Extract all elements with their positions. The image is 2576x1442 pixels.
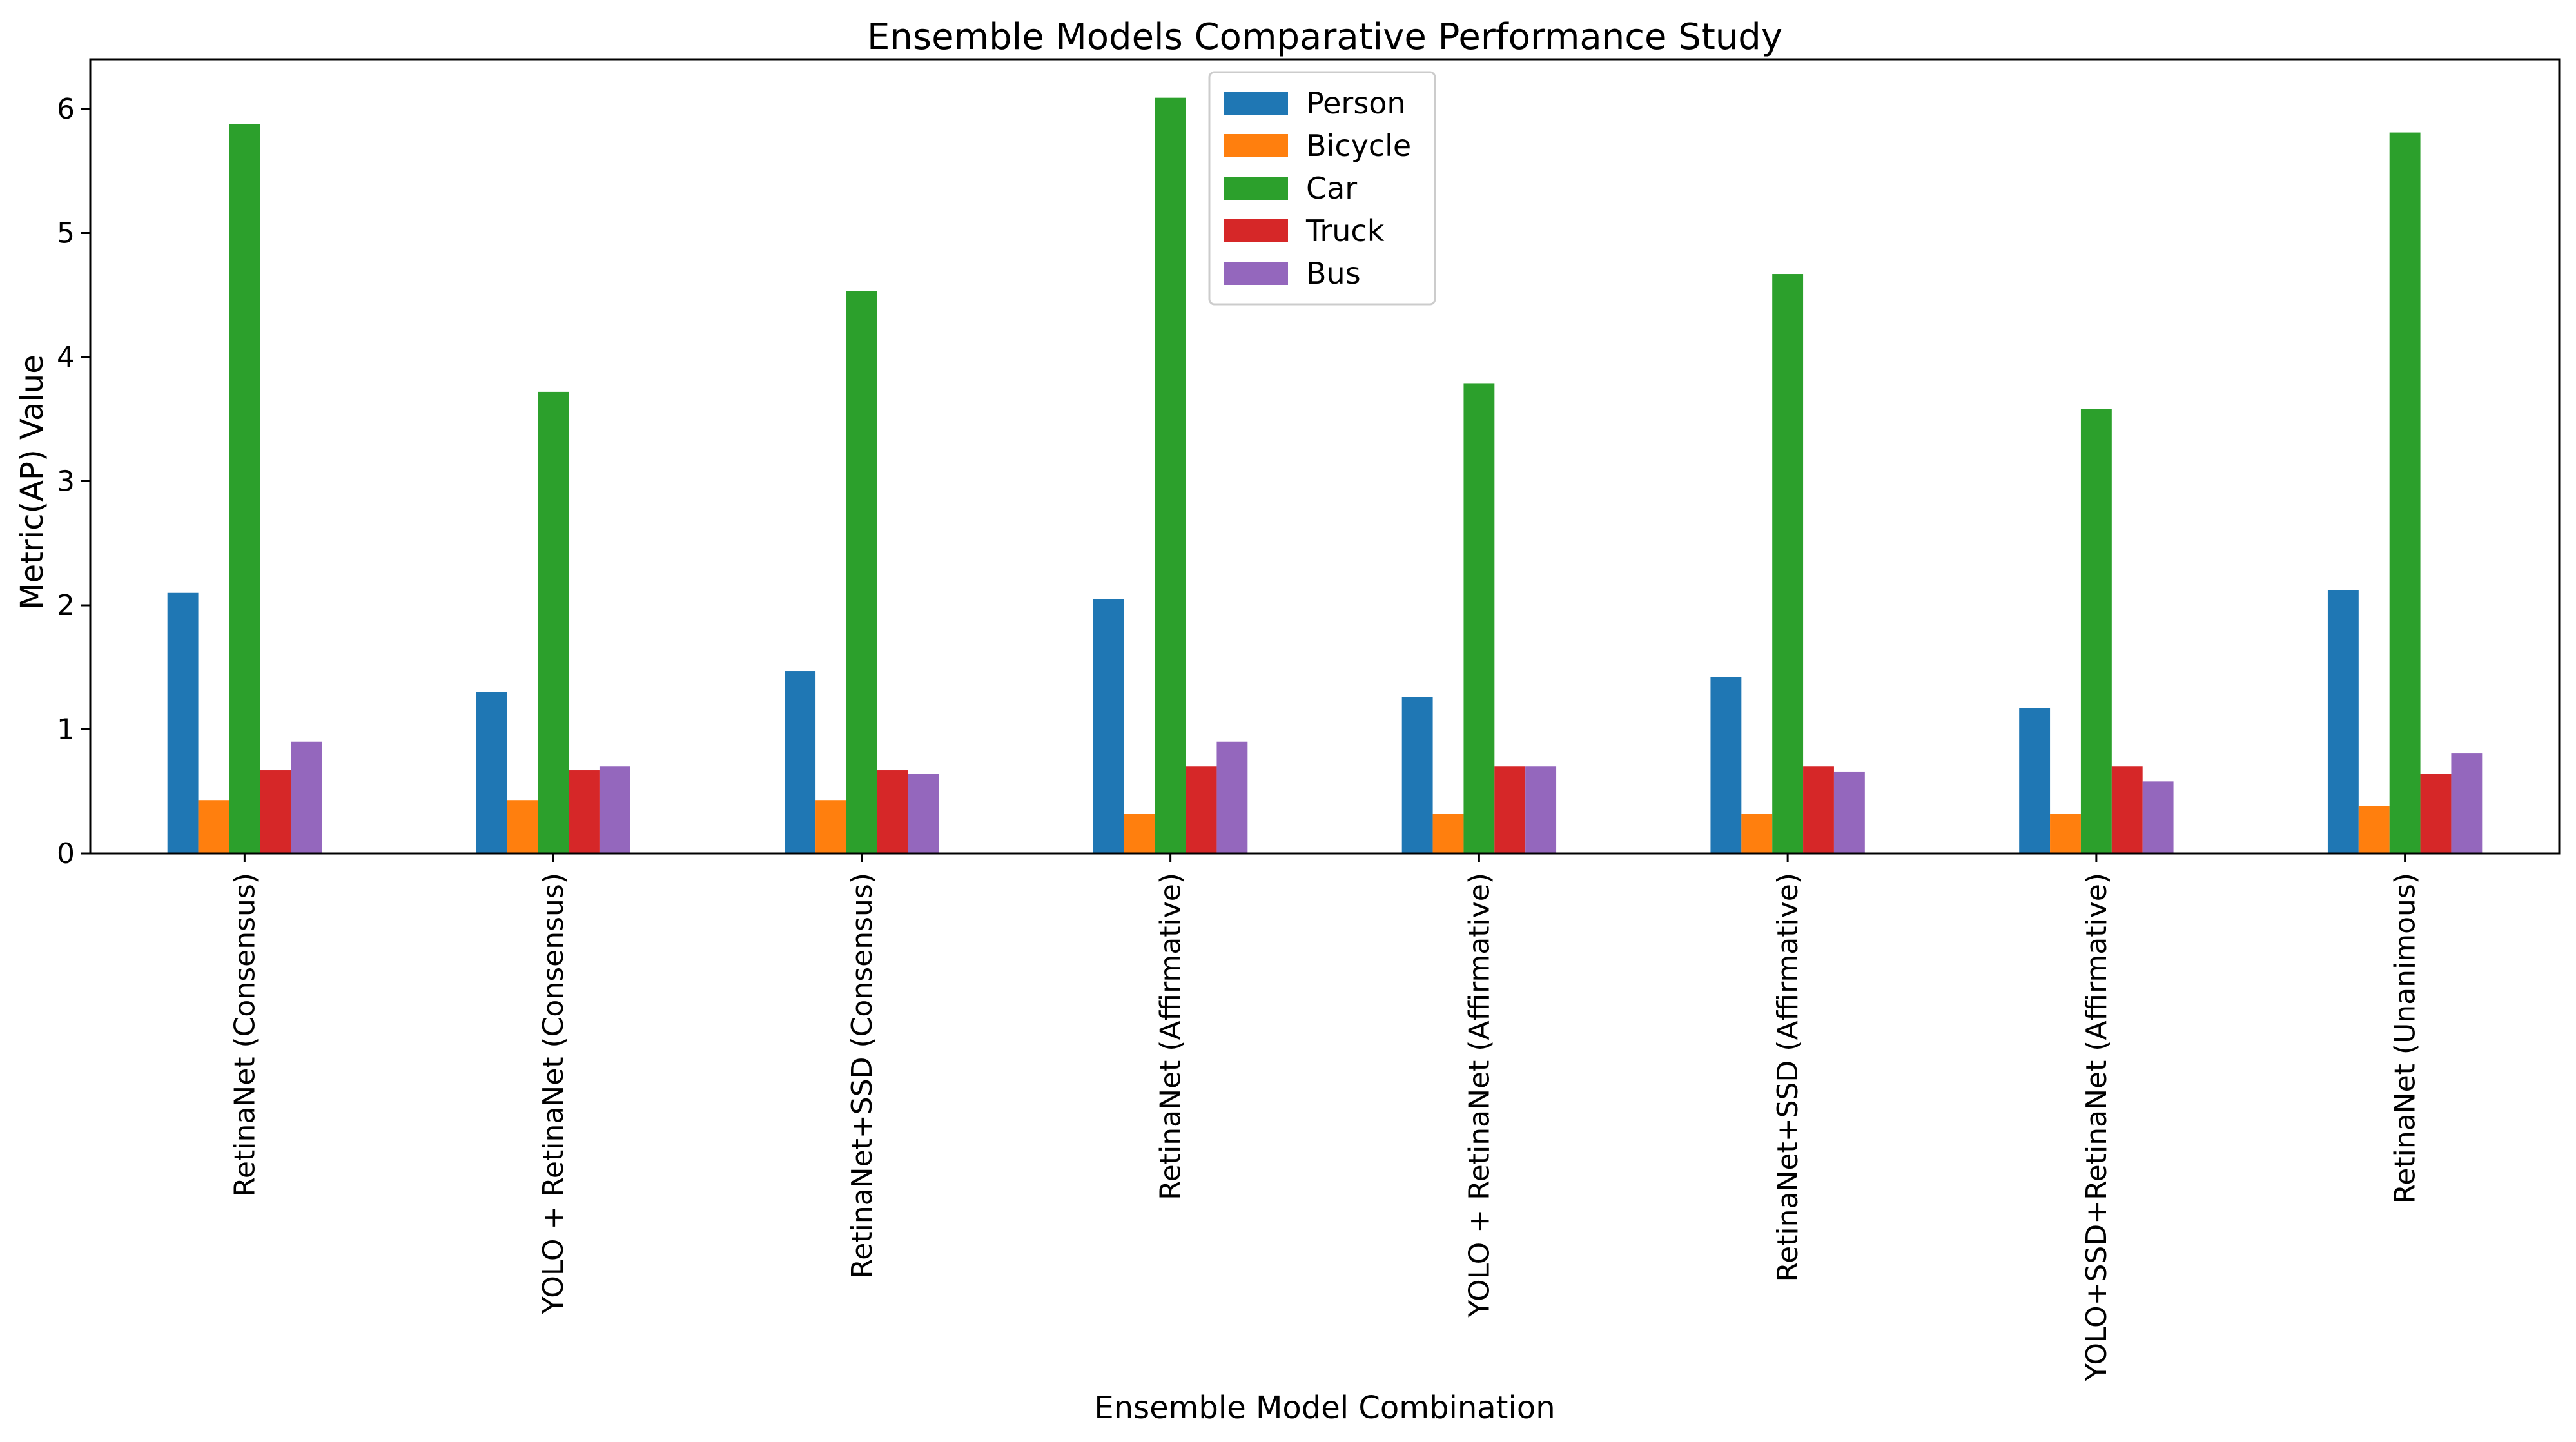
bar-bus-5 bbox=[1525, 766, 1557, 853]
bar-car-7 bbox=[2080, 409, 2112, 853]
y-axis-label: Metric(AP) Value bbox=[14, 355, 50, 610]
bar-truck-1 bbox=[260, 770, 291, 853]
y-tick-label: 0 bbox=[57, 837, 75, 870]
bar-bicycle-1 bbox=[198, 800, 229, 853]
bar-truck-7 bbox=[2111, 766, 2143, 853]
bar-person-2 bbox=[476, 692, 507, 853]
legend-swatch-bus bbox=[1224, 262, 1288, 285]
y-tick-label: 1 bbox=[57, 714, 75, 746]
legend-swatch-person bbox=[1224, 92, 1288, 115]
bar-truck-8 bbox=[2420, 774, 2452, 853]
x-tick-label: YOLO + RetinaNet (Consensus) bbox=[537, 873, 570, 1314]
bar-bus-2 bbox=[599, 766, 630, 853]
bar-bus-1 bbox=[291, 741, 322, 853]
legend: Person Bicycle Car Truck Bus bbox=[1208, 71, 1436, 306]
legend-swatch-car bbox=[1224, 177, 1288, 200]
x-tick-label: RetinaNet+SSD (Affirmative) bbox=[1771, 873, 1804, 1282]
y-tick-label: 3 bbox=[57, 465, 75, 498]
bar-bicycle-5 bbox=[1432, 814, 1464, 853]
legend-swatch-truck bbox=[1224, 219, 1288, 242]
bar-bicycle-2 bbox=[507, 800, 538, 853]
legend-label-bus: Bus bbox=[1306, 256, 1361, 291]
x-axis-label: Ensemble Model Combination bbox=[1094, 1390, 1555, 1426]
bar-person-5 bbox=[1401, 697, 1433, 853]
bar-car-5 bbox=[1463, 383, 1495, 853]
legend-label-bicycle: Bicycle bbox=[1306, 128, 1411, 163]
bar-truck-4 bbox=[1186, 766, 1217, 853]
bar-bus-4 bbox=[1216, 741, 1248, 853]
bar-bus-7 bbox=[2142, 781, 2174, 853]
bar-person-7 bbox=[2019, 708, 2051, 853]
bar-truck-5 bbox=[1494, 766, 1526, 853]
x-tick-label: RetinaNet (Unanimous) bbox=[2389, 873, 2422, 1203]
x-tick-label: RetinaNet+SSD (Consensus) bbox=[846, 873, 879, 1278]
bar-truck-2 bbox=[569, 770, 600, 853]
y-tick-label: 6 bbox=[57, 93, 75, 126]
y-tick-label: 5 bbox=[57, 217, 75, 250]
bar-person-3 bbox=[785, 671, 816, 853]
x-tick-label: YOLO+SSD+RetinaNet (Affirmative) bbox=[2080, 873, 2113, 1381]
x-axis: RetinaNet (Consensus) YOLO + RetinaNet (C… bbox=[228, 853, 2422, 1381]
bar-person-4 bbox=[1093, 599, 1124, 854]
legend-box bbox=[1208, 71, 1436, 306]
y-tick-label: 4 bbox=[57, 341, 75, 374]
x-tick-label: RetinaNet (Consensus) bbox=[228, 873, 261, 1197]
legend-swatch-bicycle bbox=[1224, 134, 1288, 157]
bar-truck-3 bbox=[877, 770, 908, 853]
bar-car-4 bbox=[1155, 97, 1186, 853]
bar-bicycle-6 bbox=[1741, 814, 1773, 853]
bar-car-2 bbox=[538, 391, 569, 853]
bar-truck-6 bbox=[1803, 766, 1834, 853]
bar-bicycle-4 bbox=[1124, 814, 1155, 853]
bar-person-6 bbox=[1710, 677, 1742, 853]
bar-bicycle-7 bbox=[2050, 814, 2081, 853]
legend-label-truck: Truck bbox=[1305, 213, 1385, 248]
legend-label-person: Person bbox=[1306, 86, 1406, 121]
bar-bicycle-8 bbox=[2358, 806, 2390, 853]
bar-person-8 bbox=[2327, 590, 2359, 853]
bar-bus-6 bbox=[1833, 771, 1865, 853]
legend-label-car: Car bbox=[1306, 171, 1357, 206]
x-tick-label: YOLO + RetinaNet (Affirmative) bbox=[1463, 873, 1496, 1318]
y-tick-label: 2 bbox=[57, 589, 75, 622]
x-tick-label: RetinaNet (Affirmative) bbox=[1155, 873, 1187, 1200]
y-axis: 0 1 2 3 4 5 6 bbox=[57, 93, 90, 870]
plot-frame bbox=[89, 58, 2561, 855]
bar-car-3 bbox=[846, 291, 877, 854]
bar-person-1 bbox=[167, 592, 199, 853]
bar-bus-8 bbox=[2451, 753, 2483, 853]
chart-title: Ensemble Models Comparative Performance … bbox=[867, 16, 1782, 58]
bar-bus-3 bbox=[908, 774, 939, 853]
bar-car-6 bbox=[1772, 274, 1804, 853]
bar-car-1 bbox=[229, 124, 260, 854]
bar-car-8 bbox=[2389, 132, 2421, 854]
bar-bicycle-3 bbox=[815, 800, 846, 853]
bars-layer bbox=[167, 97, 2483, 854]
